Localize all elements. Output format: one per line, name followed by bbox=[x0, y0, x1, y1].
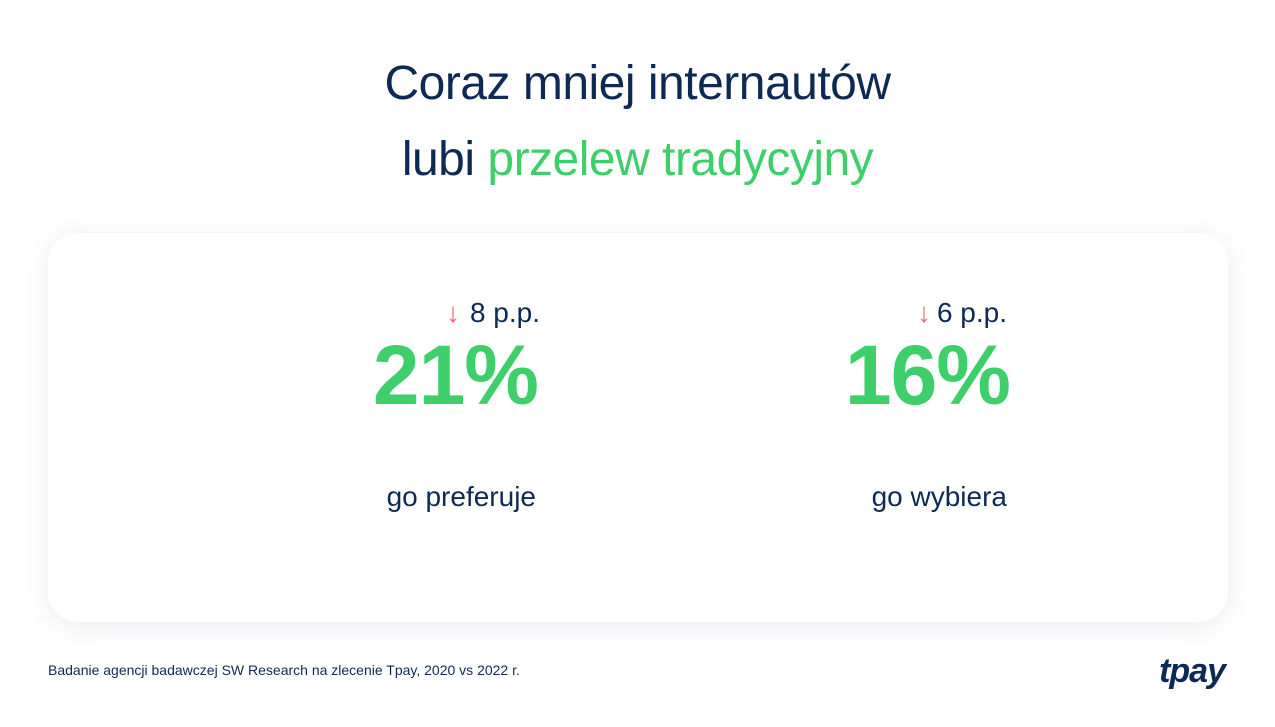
title-line-2-prefix: lubi bbox=[401, 133, 475, 186]
stat-caption: go wybiera bbox=[871, 481, 1007, 512]
title-line-1-text: Coraz mniej internautów bbox=[384, 57, 891, 110]
stat-caption: go preferuje bbox=[386, 481, 536, 512]
stat-change-value: 8 p.p. bbox=[469, 297, 540, 328]
stat-percent: 16% bbox=[844, 328, 1011, 422]
arrow-down-icon: ↓ bbox=[916, 297, 931, 328]
stat-percent: 21% bbox=[372, 328, 539, 422]
source-note: Badanie agencji badawczej SW Research na… bbox=[48, 662, 520, 678]
page-title-line-1: Coraz mniej internautów bbox=[0, 60, 1275, 108]
stats-card: ↓ 8 p.p. 21% go preferuje ↓ 6 p.p. 16% go … bbox=[48, 233, 1228, 622]
stat-change: ↓ 6 p.p. bbox=[917, 299, 1007, 327]
arrow-down-icon: ↓ bbox=[445, 297, 460, 328]
stat-change: ↓ 8 p.p. bbox=[446, 299, 540, 327]
tpay-logo: tpay bbox=[1159, 652, 1226, 690]
title-line-2-accent: przelew tradycyjny bbox=[487, 133, 874, 186]
page-title-line-2: lubi przelew tradycyjny bbox=[0, 136, 1275, 184]
stat-wybiera: ↓ 6 p.p. 16% go wybiera bbox=[768, 233, 1068, 622]
stat-preferuje: ↓ 8 p.p. 21% go preferuje bbox=[298, 233, 598, 622]
stat-change-value: 6 p.p. bbox=[936, 297, 1007, 328]
